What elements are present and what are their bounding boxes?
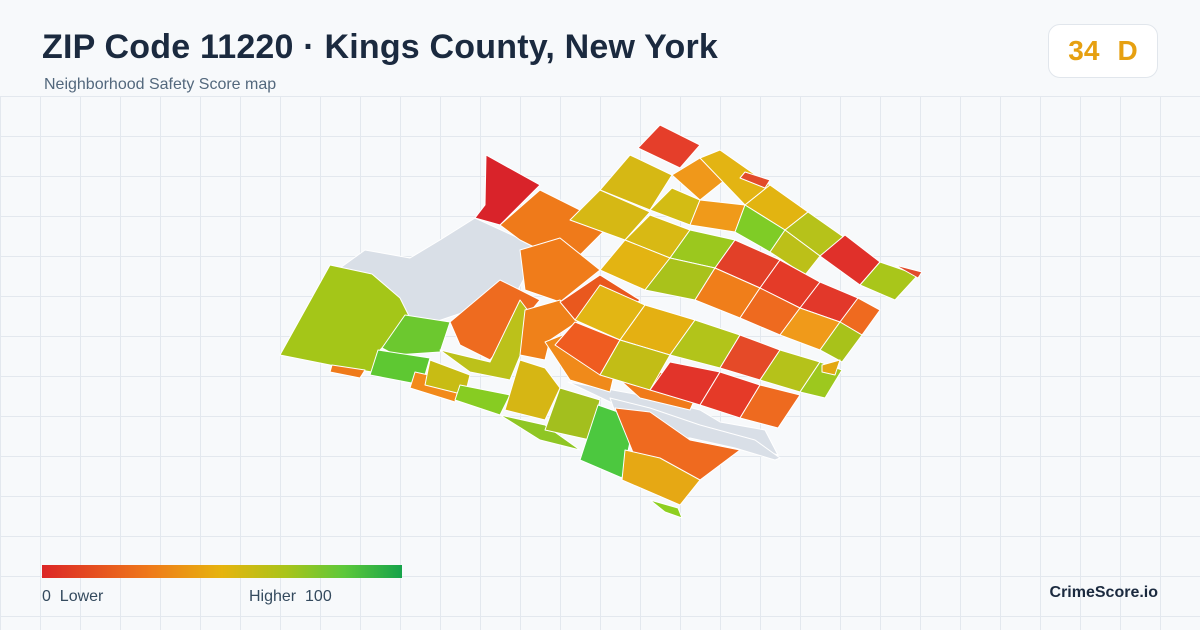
legend-low-label: 0 Lower (42, 588, 103, 606)
page-title: ZIP Code 11220 · Kings County, New York (42, 28, 719, 66)
tract-yellow-c (569, 189, 651, 241)
tract-red-top (637, 124, 701, 169)
score-value: 34 (1068, 35, 1100, 66)
tract-orange-p (739, 384, 801, 429)
brand-logo-text: CrimeScore.io (1049, 584, 1158, 601)
tract-green-a (381, 314, 451, 356)
tract-north-red (474, 154, 541, 226)
tract-green-f (649, 499, 683, 519)
legend-min: 0 (42, 588, 51, 605)
tract-olive-j (599, 339, 671, 391)
legend-min-label: Lower (59, 588, 104, 605)
score-grade: D (1117, 35, 1138, 66)
tract-green-c (454, 384, 511, 416)
legend-color-scale (42, 565, 402, 578)
tract-orange-e (519, 237, 601, 303)
header: ZIP Code 11220 · Kings County, New York … (0, 0, 1200, 96)
legend-max: 100 (305, 588, 332, 605)
score-badge: 34 D (1048, 24, 1158, 78)
legend-high-label: Higher 100 (249, 588, 332, 606)
tract-yellow-b (621, 449, 701, 506)
page-subtitle: Neighborhood Safety Score map (44, 76, 277, 93)
tract-yellow-k (821, 359, 841, 376)
tract-green-d (499, 414, 581, 451)
tract-olive-g (819, 321, 863, 363)
tract-red-edge (894, 264, 923, 279)
tract-yellow-a (504, 359, 561, 421)
tract-red-sliver (739, 171, 771, 189)
legend-max-label: Higher (249, 588, 297, 605)
tract-orange-small (329, 364, 366, 379)
